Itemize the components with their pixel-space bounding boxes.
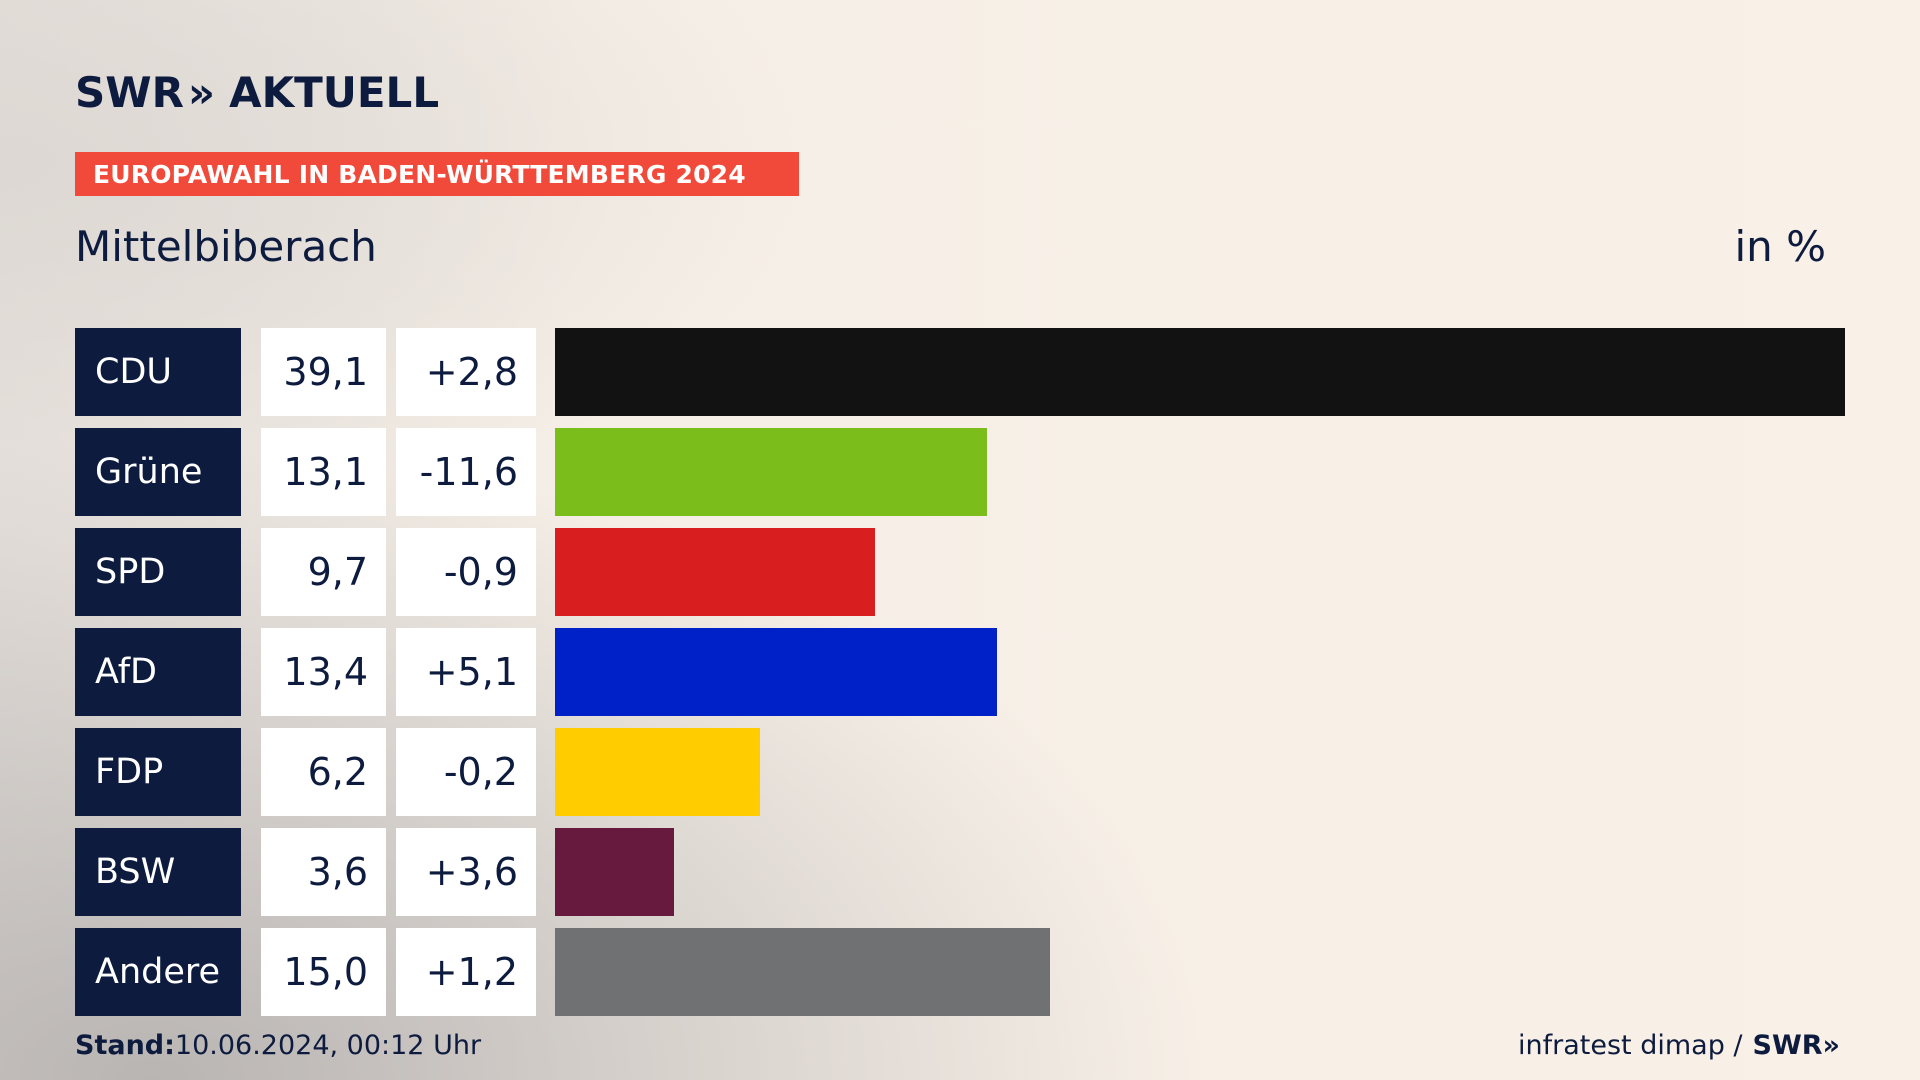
chart-row: Andere 15,0 +1,2 — [75, 928, 1845, 1016]
party-label: AfD — [75, 628, 241, 716]
timestamp: Stand:10.06.2024, 00:12 Uhr — [75, 1030, 481, 1061]
source-credit: infratest dimap / SWR» — [1518, 1030, 1840, 1061]
source-text: infratest dimap / — [1518, 1030, 1743, 1061]
logo-swr: SWR — [75, 67, 184, 117]
region-title: Mittelbiberach — [75, 222, 377, 271]
change-label: +2,8 — [396, 328, 536, 416]
party-label: BSW — [75, 828, 241, 916]
change-label: +1,2 — [396, 928, 536, 1016]
logo-aktuell: AKTUELL — [229, 67, 440, 117]
chart-row: SPD 9,7 -0,9 — [75, 528, 1845, 616]
change-label: +3,6 — [396, 828, 536, 916]
bar — [555, 928, 1050, 1016]
party-label: Andere — [75, 928, 241, 1016]
value-label: 3,6 — [261, 828, 386, 916]
change-label: -0,9 — [396, 528, 536, 616]
logo-chevron-icon: » — [187, 67, 216, 117]
bar — [555, 628, 997, 716]
change-label: -11,6 — [396, 428, 536, 516]
party-label: CDU — [75, 328, 241, 416]
party-label: SPD — [75, 528, 241, 616]
party-label: Grüne — [75, 428, 241, 516]
swr-aktuell-logo: SWR » AKTUELL — [75, 67, 440, 117]
bar — [555, 828, 674, 916]
bar — [555, 728, 760, 816]
bar — [555, 428, 987, 516]
bar — [555, 328, 1845, 416]
change-label: -0,2 — [396, 728, 536, 816]
chart-row: CDU 39,1 +2,8 — [75, 328, 1845, 416]
party-label: FDP — [75, 728, 241, 816]
value-label: 13,4 — [261, 628, 386, 716]
value-label: 13,1 — [261, 428, 386, 516]
swr-small-logo: SWR» — [1752, 1030, 1840, 1061]
value-label: 6,2 — [261, 728, 386, 816]
bar — [555, 528, 875, 616]
stand-value: 10.06.2024, 00:12 Uhr — [174, 1030, 482, 1061]
value-label: 39,1 — [261, 328, 386, 416]
election-banner: EUROPAWAHL IN BADEN-WÜRTTEMBERG 2024 — [75, 152, 799, 196]
chart-row: Grüne 13,1 -11,6 — [75, 428, 1845, 516]
change-label: +5,1 — [396, 628, 536, 716]
chart-row: BSW 3,6 +3,6 — [75, 828, 1845, 916]
stand-label: Stand: — [75, 1030, 175, 1061]
value-label: 9,7 — [261, 528, 386, 616]
chart-row: AfD 13,4 +5,1 — [75, 628, 1845, 716]
chart-row: FDP 6,2 -0,2 — [75, 728, 1845, 816]
value-label: 15,0 — [261, 928, 386, 1016]
unit-label: in % — [1734, 222, 1826, 271]
